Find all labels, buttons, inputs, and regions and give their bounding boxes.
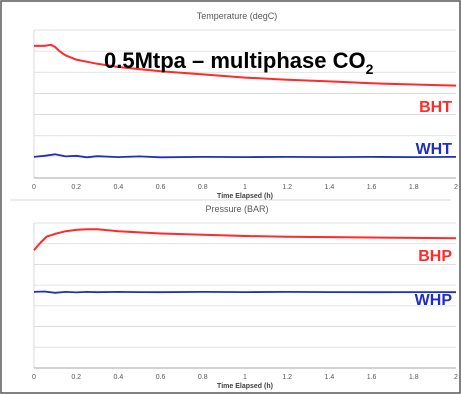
- x-tick-label: 0.8: [198, 374, 208, 381]
- chart-panel-1: Temperature (degC) 0 0.2 0.4 0.6 0.8 1 1.2 1.4 1.…: [10, 11, 458, 201]
- overlay-title: 0.5Mtpa – multiphase CO2: [104, 48, 374, 77]
- series-label-bht: BHT: [419, 99, 452, 116]
- series-line-whp: [33, 290, 457, 294]
- overlay-title-subscript: 2: [366, 61, 374, 77]
- series-label-bhp: BHP: [418, 248, 452, 265]
- x-tick-label: 0: [32, 374, 36, 381]
- x-tick-label: 1.2: [282, 184, 292, 191]
- series-line-bht: [34, 43, 457, 87]
- series-label-wht: WHT: [416, 141, 453, 158]
- x-axis-label: Time Elapsed (h): [217, 383, 273, 390]
- overlay-title-main: 0.5Mtpa – multiphase CO: [104, 48, 366, 73]
- series-label-whp: WHP: [415, 292, 453, 309]
- x-tick-label: 0.8: [198, 184, 208, 191]
- x-tick-label: 1: [243, 184, 247, 191]
- x-tick-label: 0.6: [156, 374, 166, 381]
- series-line-bhp: [33, 228, 457, 251]
- charts-layer: Temperature (degC) 0 0.2 0.4 0.6 0.8 1 1.2 1.4 1.…: [10, 11, 458, 390]
- x-tick-label: 0.2: [71, 374, 81, 381]
- x-tick-label: 1.4: [325, 374, 335, 381]
- x-tick-label: 1.8: [409, 374, 419, 381]
- x-tick-label: 0.2: [71, 184, 81, 191]
- x-tick-label: 0.6: [156, 184, 166, 191]
- x-tick-label: 1.6: [367, 374, 377, 381]
- chart-title: Pressure (BAR): [205, 204, 268, 214]
- x-tick-label: 1.2: [282, 374, 292, 381]
- x-tick-label: 1.6: [367, 184, 377, 191]
- x-tick-label: 2: [454, 374, 458, 381]
- x-tick-label: 1.4: [325, 184, 335, 191]
- chart-panel-2: Pressure (BAR) 0 0.2 0.4 0.6 0.8 1 1.2 1.4 1.6 1.8…: [32, 204, 458, 390]
- x-axis-label: Time Elapsed (h): [217, 193, 273, 200]
- chart-title: Temperature (degC): [197, 11, 278, 21]
- x-tick-label: 1: [243, 374, 247, 381]
- x-tick-label: 1.8: [409, 184, 419, 191]
- series-line-wht: [33, 153, 457, 159]
- x-tick-label: 0.4: [114, 374, 124, 381]
- x-tick-label: 0.4: [114, 184, 124, 191]
- x-tick-label: 0: [32, 184, 36, 191]
- x-tick-label: 2: [454, 184, 458, 191]
